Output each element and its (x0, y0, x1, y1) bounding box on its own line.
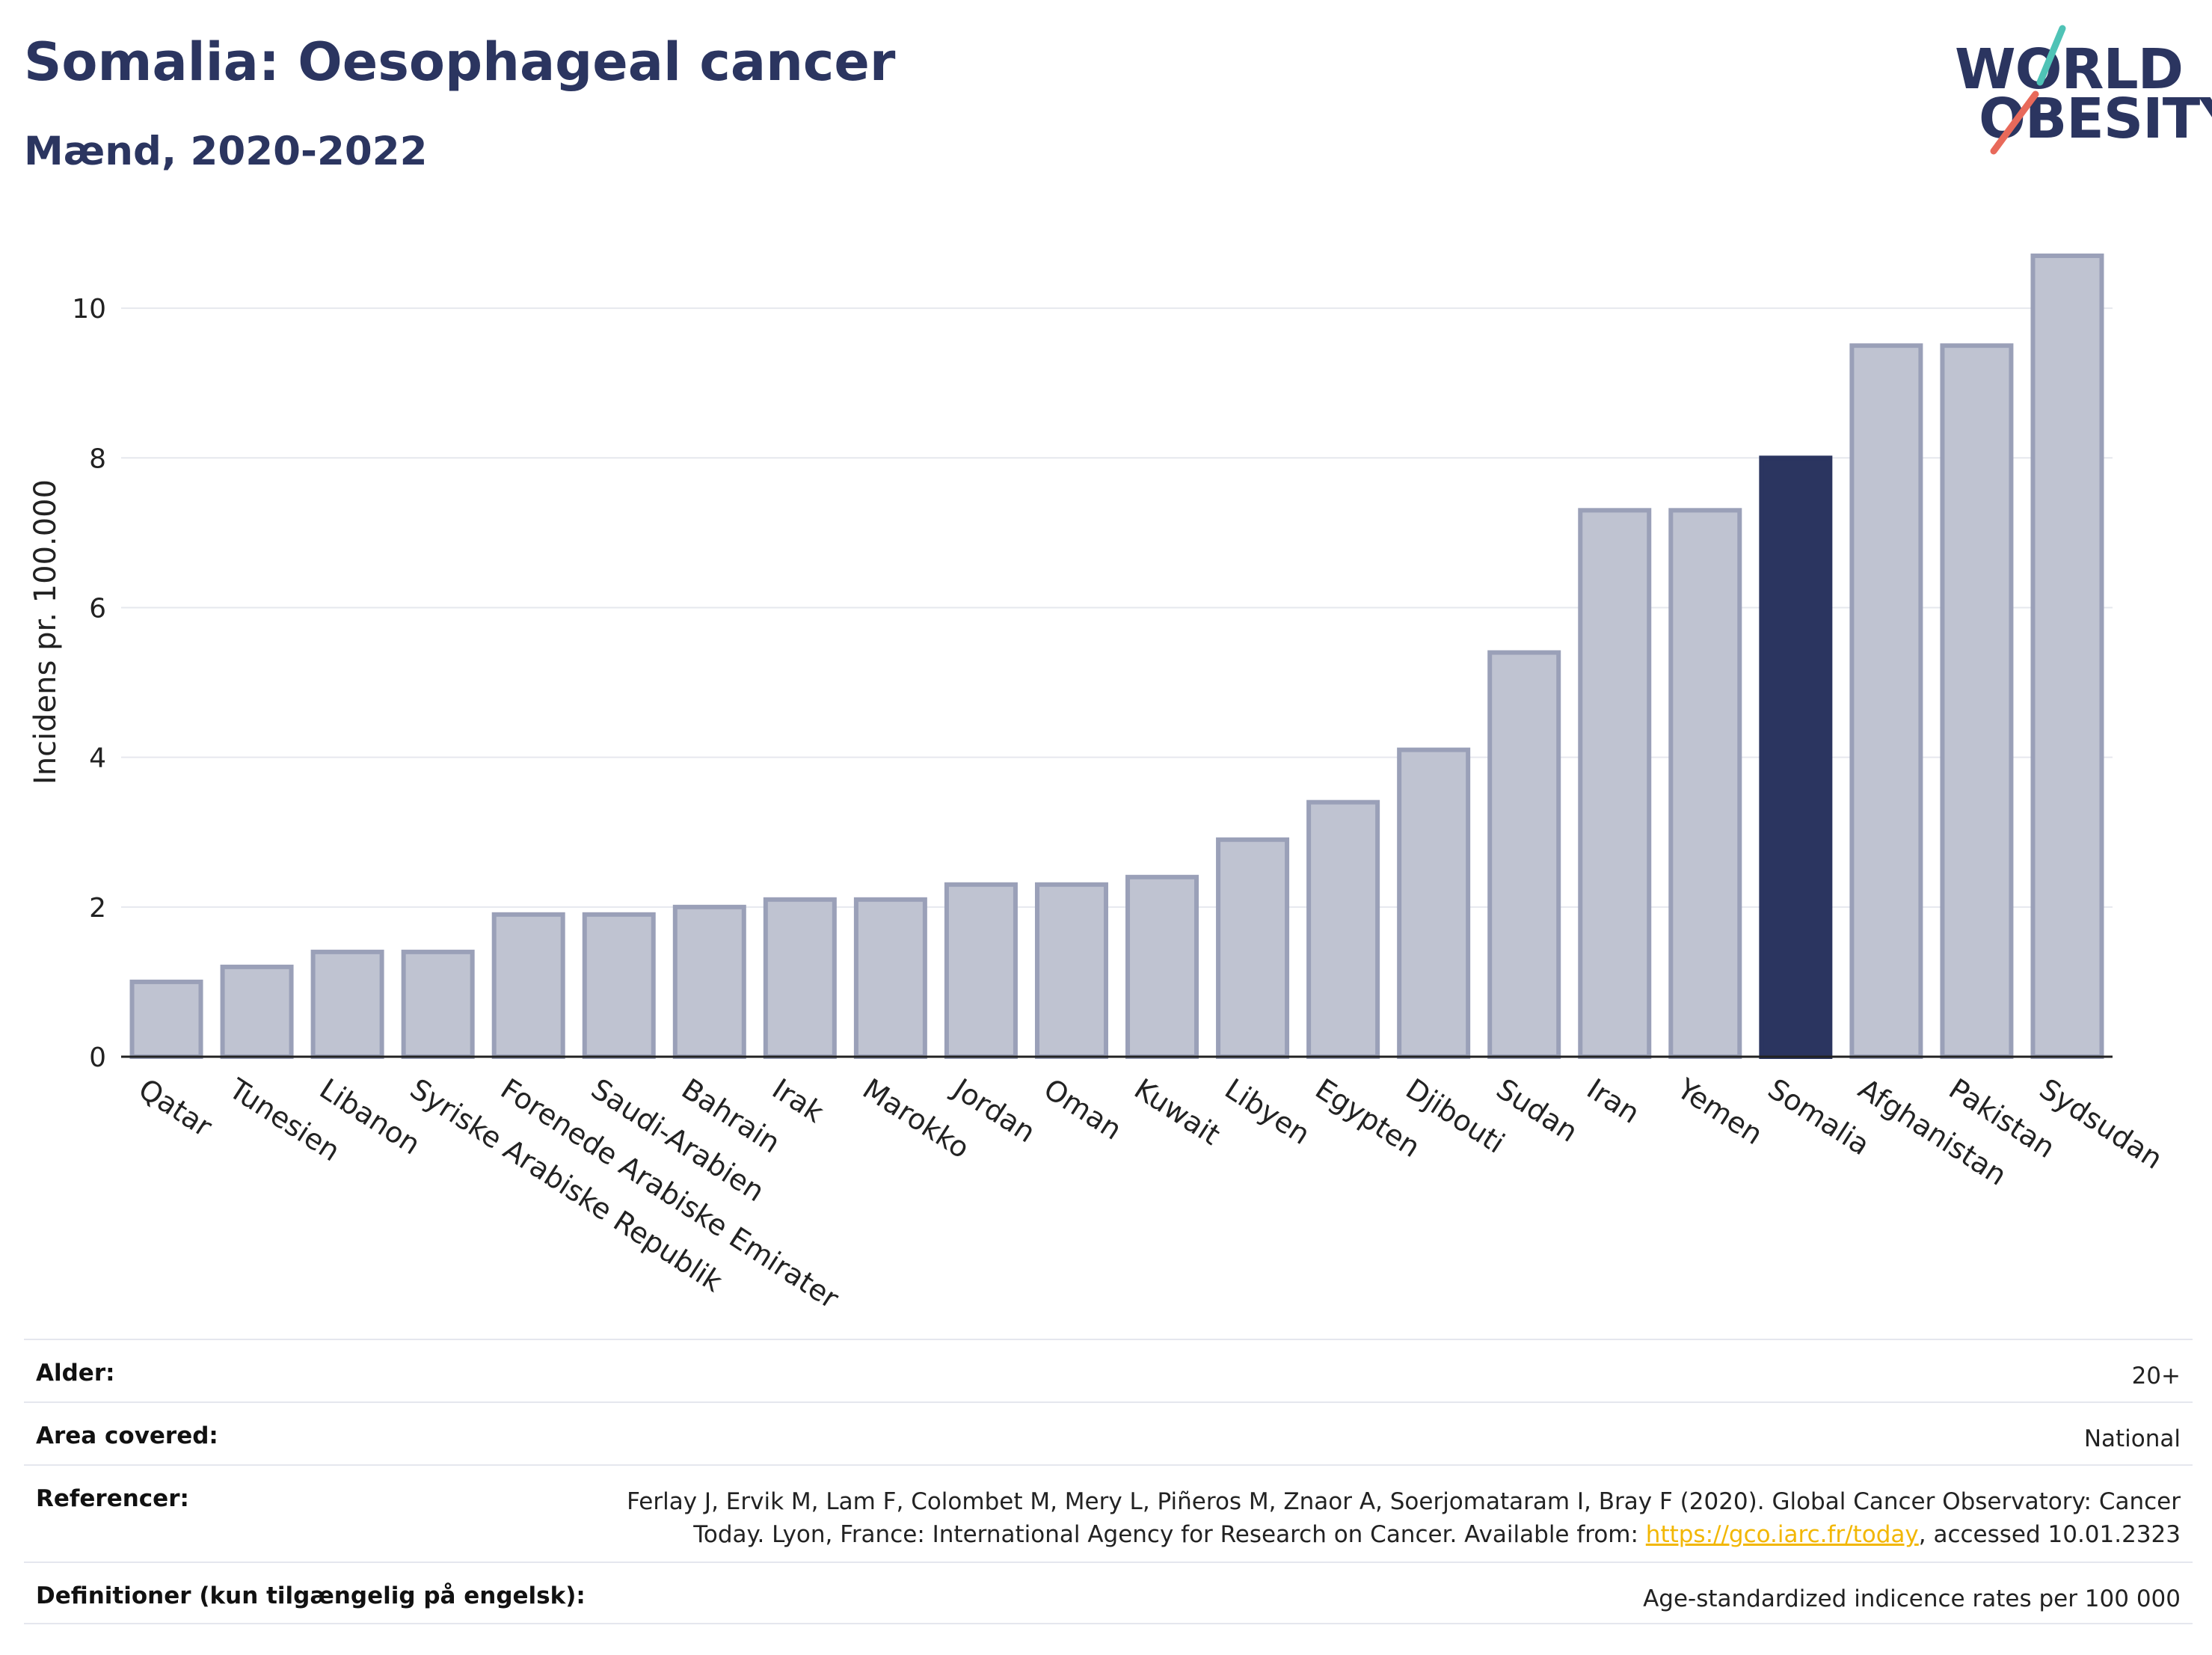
y-tick-label: 4 (89, 743, 106, 774)
definitions-label: Definitioner (kun tilgængelig på engelsk… (36, 1582, 586, 1609)
meta-row-references: Referencer: Ferlay J, Ervik M, Lam F, Co… (24, 1464, 2193, 1562)
bar-libyen (1216, 837, 1290, 1059)
bar-oman (1034, 882, 1108, 1059)
y-axis-label: Incidens pr. 100.000 (28, 479, 63, 784)
x-tick-label: Sydsudan (2034, 1072, 2169, 1176)
bar-kuwait (1125, 874, 1199, 1060)
x-tick-label: Yemen (1671, 1072, 1769, 1151)
references-line-2-suffix: , accessed 10.01.2323 (1918, 1521, 2181, 1548)
references-link[interactable]: https://gco.iarc.fr/today (1645, 1521, 1919, 1548)
page-subtitle: Mænd, 2020-2022 (24, 129, 428, 174)
bar-libanon (310, 949, 384, 1059)
y-tick-label: 6 (89, 593, 106, 624)
x-tick-label: Irak (766, 1072, 829, 1129)
bar-egypten (1306, 799, 1380, 1059)
metadata-table: Alder: 20+ Area covered: National Refere… (24, 1339, 2193, 1624)
y-tick-label: 8 (89, 443, 106, 474)
area-value: National (2083, 1425, 2181, 1452)
x-tick-label: Oman (1038, 1072, 1128, 1146)
bar-iran (1578, 508, 1652, 1059)
references-line-2-prefix: Today. Lyon, France: International Agenc… (693, 1521, 1646, 1548)
bar-afghanistan (1849, 343, 1923, 1059)
meta-row-area: Area covered: National (24, 1401, 2193, 1464)
world-obesity-logo: WORLD OBESITY (1952, 22, 2212, 165)
age-label: Alder: (36, 1360, 115, 1387)
references-label: Referencer: (36, 1485, 189, 1512)
bar-djibouti (1397, 747, 1471, 1059)
x-tick-label: Kuwait (1128, 1072, 1226, 1152)
x-tick-label: Libyen (1219, 1072, 1315, 1151)
chart-bars (129, 254, 2104, 1060)
definitions-value: Age-standardized indicence rates per 100… (1643, 1585, 2181, 1612)
meta-row-age: Alder: 20+ (24, 1339, 2193, 1401)
bar-tunesien (220, 964, 294, 1059)
y-tick-label: 10 (72, 294, 106, 325)
x-tick-label: Somalia (1762, 1072, 1875, 1162)
bar-somalia (1759, 455, 1833, 1059)
logo-slash-icon (1990, 25, 2066, 155)
bar-bahrain (672, 904, 746, 1060)
bar-sydsudan (2030, 254, 2104, 1060)
bar-forenede-arabiske-emirater (491, 912, 565, 1059)
bar-irak (763, 897, 837, 1059)
y-tick-label: 0 (89, 1043, 106, 1073)
bar-marokko (853, 897, 927, 1059)
references-value: Ferlay J, Ervik M, Lam F, Colombet M, Me… (627, 1485, 2181, 1551)
bar-yemen (1668, 508, 1742, 1059)
bar-sudan (1487, 650, 1561, 1059)
meta-row-definitions: Definitioner (kun tilgængelig på engelsk… (24, 1562, 2193, 1624)
bar-saudi-arabien (582, 912, 656, 1059)
bar-jordan (944, 882, 1018, 1059)
bar-pakistan (1940, 343, 2014, 1059)
page-title: Somalia: Oesophageal cancer (24, 31, 896, 93)
area-label: Area covered: (36, 1422, 218, 1449)
x-tick-label: Iran (1581, 1072, 1645, 1130)
bar-syriske-arabiske-republik (401, 949, 475, 1059)
y-tick-label: 2 (89, 893, 106, 924)
bar-qatar (129, 979, 203, 1059)
references-line-1: Ferlay J, Ervik M, Lam F, Colombet M, Me… (627, 1488, 2181, 1515)
logo-line-1: WORLD (1955, 37, 2184, 102)
x-tick-label: Qatar (133, 1072, 218, 1143)
age-value: 20+ (2131, 1363, 2181, 1390)
